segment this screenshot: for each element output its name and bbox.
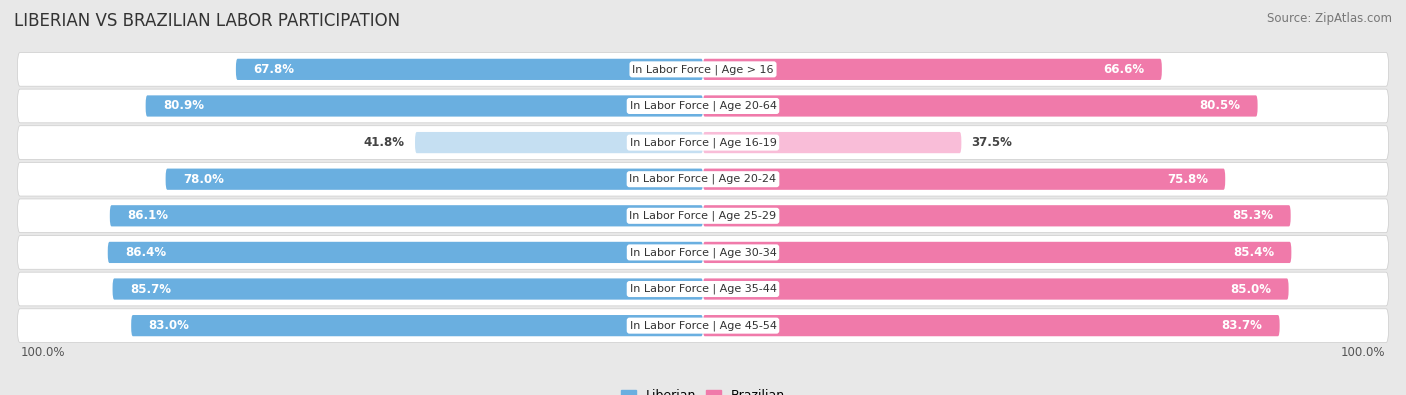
Text: 85.4%: 85.4% [1233, 246, 1274, 259]
Text: 80.9%: 80.9% [163, 100, 204, 113]
FancyBboxPatch shape [236, 59, 703, 80]
Text: 100.0%: 100.0% [21, 346, 66, 359]
FancyBboxPatch shape [110, 205, 703, 226]
FancyBboxPatch shape [17, 272, 1389, 306]
FancyBboxPatch shape [146, 95, 703, 117]
Text: 67.8%: 67.8% [253, 63, 294, 76]
Text: 86.4%: 86.4% [125, 246, 166, 259]
Text: 78.0%: 78.0% [183, 173, 224, 186]
Text: 41.8%: 41.8% [364, 136, 405, 149]
Text: In Labor Force | Age 25-29: In Labor Force | Age 25-29 [630, 211, 776, 221]
Text: In Labor Force | Age 30-34: In Labor Force | Age 30-34 [630, 247, 776, 258]
Text: In Labor Force | Age 35-44: In Labor Force | Age 35-44 [630, 284, 776, 294]
FancyBboxPatch shape [17, 89, 1389, 123]
FancyBboxPatch shape [703, 169, 1225, 190]
FancyBboxPatch shape [17, 199, 1389, 233]
FancyBboxPatch shape [703, 132, 962, 153]
Text: 37.5%: 37.5% [972, 136, 1012, 149]
FancyBboxPatch shape [17, 309, 1389, 342]
Text: In Labor Force | Age > 16: In Labor Force | Age > 16 [633, 64, 773, 75]
Text: 85.3%: 85.3% [1233, 209, 1274, 222]
FancyBboxPatch shape [703, 242, 1291, 263]
FancyBboxPatch shape [703, 59, 1161, 80]
Text: In Labor Force | Age 20-24: In Labor Force | Age 20-24 [630, 174, 776, 184]
FancyBboxPatch shape [108, 242, 703, 263]
Text: Source: ZipAtlas.com: Source: ZipAtlas.com [1267, 12, 1392, 25]
FancyBboxPatch shape [703, 95, 1257, 117]
Text: 83.7%: 83.7% [1222, 319, 1263, 332]
Text: In Labor Force | Age 16-19: In Labor Force | Age 16-19 [630, 137, 776, 148]
FancyBboxPatch shape [17, 235, 1389, 269]
FancyBboxPatch shape [17, 162, 1389, 196]
Text: 66.6%: 66.6% [1104, 63, 1144, 76]
Text: 85.7%: 85.7% [129, 282, 170, 295]
Text: LIBERIAN VS BRAZILIAN LABOR PARTICIPATION: LIBERIAN VS BRAZILIAN LABOR PARTICIPATIO… [14, 12, 401, 30]
FancyBboxPatch shape [131, 315, 703, 336]
FancyBboxPatch shape [703, 278, 1289, 300]
FancyBboxPatch shape [17, 126, 1389, 160]
Text: 83.0%: 83.0% [149, 319, 190, 332]
FancyBboxPatch shape [166, 169, 703, 190]
Text: 85.0%: 85.0% [1230, 282, 1271, 295]
Text: 80.5%: 80.5% [1199, 100, 1240, 113]
FancyBboxPatch shape [703, 205, 1291, 226]
FancyBboxPatch shape [703, 315, 1279, 336]
Legend: Liberian, Brazilian: Liberian, Brazilian [616, 384, 790, 395]
Text: In Labor Force | Age 45-54: In Labor Force | Age 45-54 [630, 320, 776, 331]
Text: In Labor Force | Age 20-64: In Labor Force | Age 20-64 [630, 101, 776, 111]
FancyBboxPatch shape [415, 132, 703, 153]
Text: 75.8%: 75.8% [1167, 173, 1208, 186]
Text: 86.1%: 86.1% [127, 209, 169, 222]
Text: 100.0%: 100.0% [1340, 346, 1385, 359]
FancyBboxPatch shape [17, 53, 1389, 86]
FancyBboxPatch shape [112, 278, 703, 300]
